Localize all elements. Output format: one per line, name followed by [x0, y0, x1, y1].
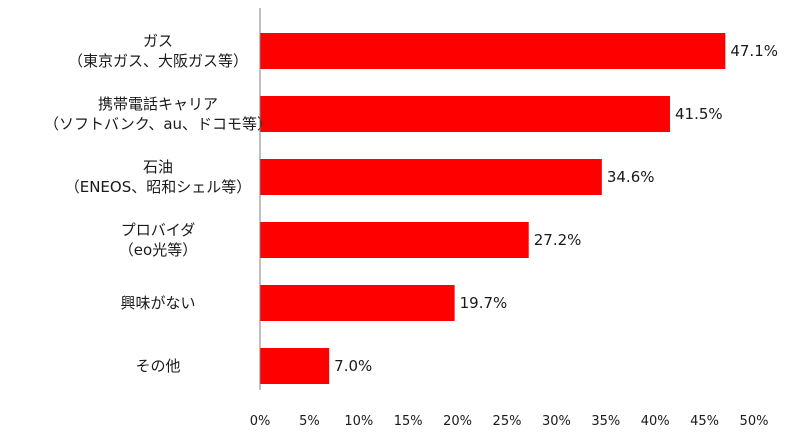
- x-tick-label: 35%: [591, 414, 620, 429]
- x-tick-label: 10%: [344, 414, 373, 429]
- x-tick-label: 40%: [641, 414, 670, 429]
- x-tick-label: 20%: [443, 414, 472, 429]
- bar: [260, 159, 602, 195]
- x-tick-label: 15%: [394, 414, 423, 429]
- x-tick-label: 5%: [299, 414, 320, 429]
- x-tick-label: 50%: [740, 414, 769, 429]
- bar: [260, 222, 529, 258]
- bar: [260, 285, 455, 321]
- x-tick-label: 30%: [542, 414, 571, 429]
- bar-value-label: 7.0%: [334, 357, 372, 375]
- category-label: （東京ガス、大阪ガス等）: [68, 52, 248, 70]
- category-label: その他: [135, 357, 180, 375]
- bar-value-label: 41.5%: [675, 105, 723, 123]
- bars-group: [260, 33, 726, 384]
- category-label: （ENEOS、昭和シェル等）: [65, 178, 252, 196]
- x-tick-label: 45%: [690, 414, 719, 429]
- category-label: 石油: [143, 158, 173, 176]
- category-label: 携帯電話キャリア: [98, 95, 218, 113]
- bar: [260, 348, 330, 384]
- bar: [260, 96, 671, 132]
- bar-value-label: 34.6%: [607, 168, 655, 186]
- bar: [260, 33, 726, 69]
- category-label: ガス: [143, 32, 173, 50]
- category-label: （ソフトバンク、au、ドコモ等）: [44, 115, 272, 133]
- bar-value-label: 27.2%: [534, 231, 582, 249]
- bar-value-label: 47.1%: [730, 42, 778, 60]
- category-label: 興味がない: [120, 294, 195, 312]
- x-tick-labels-group: 0% 5% 10% 15% 20% 25% 30% 35% 40% 45% 50%: [250, 414, 769, 429]
- category-labels-group: ガス （東京ガス、大阪ガス等） 携帯電話キャリア （ソフトバンク、au、ドコモ等） 石油…: [44, 32, 272, 375]
- category-label: プロバイダ: [121, 221, 195, 239]
- x-tick-label: 25%: [493, 414, 522, 429]
- bar-value-label: 19.7%: [460, 294, 508, 312]
- category-label: （eo光等）: [119, 241, 197, 259]
- value-labels-group: 47.1% 41.5% 34.6% 27.2% 19.7% 7.0%: [334, 42, 778, 375]
- x-tick-label: 0%: [250, 414, 271, 429]
